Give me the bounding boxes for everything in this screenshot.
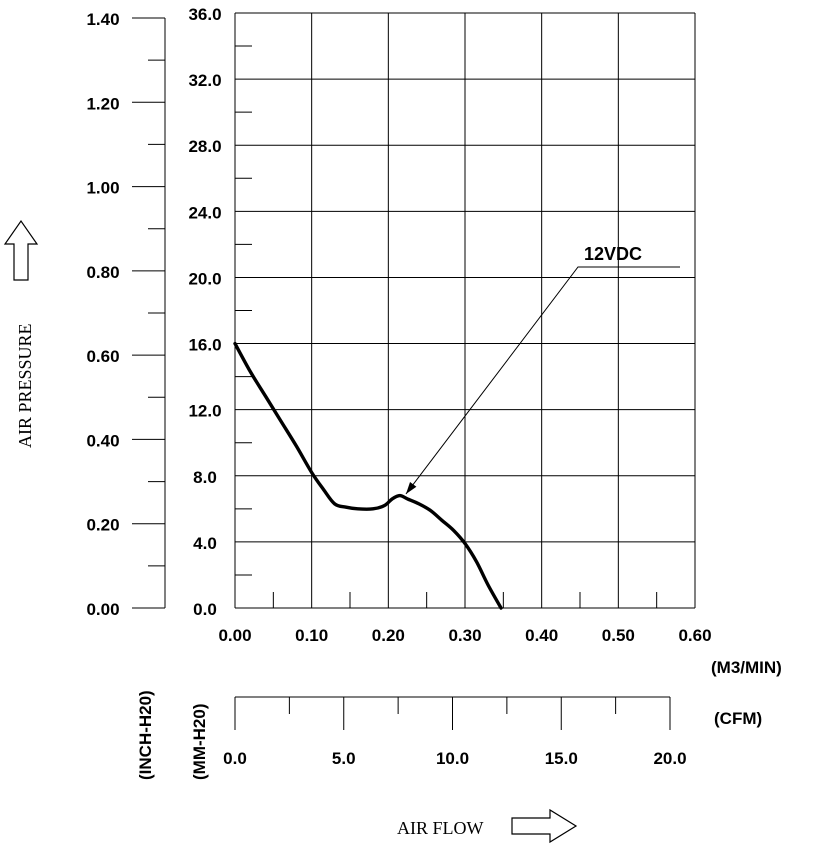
y2-tick-label: 0.60 [86,347,119,366]
y-tick-label: 16.0 [188,336,221,355]
x-tick-label: 0.50 [602,626,635,645]
x-tick-label: 0.10 [295,626,328,645]
y-axis-title: AIR PRESSURE [15,323,35,448]
x-tick-label: 0.00 [218,626,251,645]
x2-tick-label: 0.0 [223,749,247,768]
y-unit-secondary: (INCH-H20) [136,690,155,780]
y-tick-label: 36.0 [188,5,221,24]
right-arrow-icon [511,808,578,844]
y-tick-label: 28.0 [188,137,221,156]
y-tick-label: 4.0 [193,534,217,553]
annotation-12vdc [405,266,680,495]
x-axis-title: AIR FLOW [397,818,484,838]
y-tick-label: 20.0 [188,269,221,288]
y2-tick-label: 1.20 [86,94,119,113]
annotation-label: 12VDC [584,244,642,264]
y-tick-label: 0.0 [193,600,217,619]
y2-tick-label: 1.00 [86,179,119,198]
grid-lines [234,12,696,609]
x2-tick-label: 5.0 [332,749,356,768]
x-tick-label: 0.30 [448,626,481,645]
x-unit-primary: (M3/MIN) [711,658,782,677]
y2-tick-label: 0.80 [86,263,119,282]
axes [132,17,671,730]
x2-tick-label: 15.0 [545,749,578,768]
up-arrow-icon [3,219,39,281]
y-tick-label: 12.0 [188,402,221,421]
x-tick-label: 0.20 [372,626,405,645]
x-tick-label: 0.40 [525,626,558,645]
y-unit-primary: (MM-H20) [190,704,209,781]
x-unit-secondary: (CFM) [714,709,762,728]
annotation-leader [405,266,680,495]
y2-tick-label: 0.40 [86,431,119,450]
annotation-arrowhead [405,481,417,494]
y-tick-label: 24.0 [188,203,221,222]
x-tick-label: 0.60 [678,626,711,645]
y-tick-label: 32.0 [188,71,221,90]
x2-tick-label: 10.0 [436,749,469,768]
y2-tick-label: 0.00 [86,600,119,619]
y2-tick-label: 0.20 [86,516,119,535]
x2-tick-label: 20.0 [653,749,686,768]
tick-labels: 0.00 0.20 0.40 0.60 0.80 1.00 1.20 1.40 0.0 5.0 10… [86,5,711,768]
y2-tick-label: 1.40 [86,10,119,29]
y-tick-label: 8.0 [193,468,217,487]
series-line-12vdc [233,341,503,610]
